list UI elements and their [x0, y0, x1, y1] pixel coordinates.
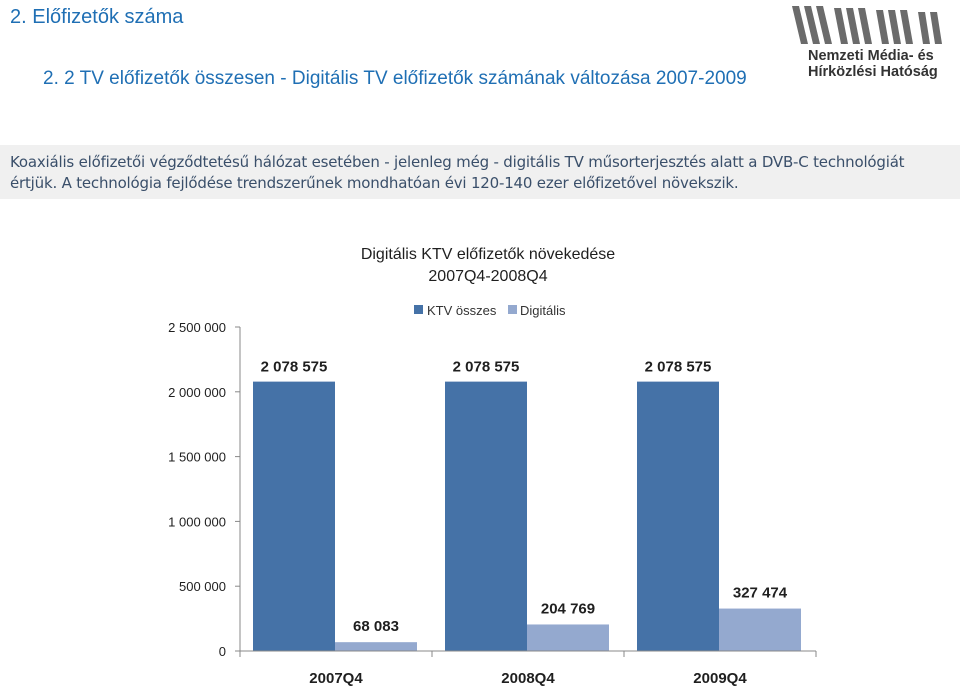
description-box: Koaxiális előfizetői végződtetésű hálóza… [0, 145, 960, 199]
chart-legend: KTV összes Digitális [414, 303, 566, 318]
description-text: Koaxiális előfizetői végződtetésű hálóza… [10, 153, 905, 192]
data-label-digital: 68 083 [353, 618, 399, 635]
y-tick-label: 1 500 000 [168, 450, 226, 465]
legend-swatch-ktv [414, 305, 423, 314]
y-tick-label: 2 500 000 [168, 320, 226, 335]
chart-title-line2: 2007Q4-2008Q4 [428, 268, 547, 285]
logo-mark-icon [792, 6, 942, 44]
page-subtitle: 2. 2 TV előfizetők összesen - Digitális … [43, 68, 747, 89]
x-tick-label: 2008Q4 [501, 670, 555, 687]
section-title: 2. Előfizetők száma [10, 6, 184, 28]
bar-digital [719, 608, 801, 651]
y-tick-label: 2 000 000 [168, 385, 226, 400]
bar-digital [335, 642, 417, 651]
data-label-ktv: 2 078 575 [453, 359, 520, 376]
logo-text-line1: Nemzeti Média- és [808, 48, 934, 64]
y-tick-label: 1 000 000 [168, 514, 226, 529]
data-label-digital: 327 474 [733, 585, 788, 602]
legend-swatch-digital [508, 305, 517, 314]
bar-ktv [637, 381, 719, 651]
chart-title-line1: Digitális KTV előfizetők növekedése [361, 246, 615, 263]
x-tick-label: 2007Q4 [309, 670, 363, 687]
y-tick-label: 0 [219, 644, 226, 659]
data-label-digital: 204 769 [541, 600, 595, 617]
bar-digital [527, 624, 609, 651]
legend-label-ktv: KTV összes [427, 303, 497, 318]
legend-label-digital: Digitális [520, 303, 566, 318]
bar-chart: Digitális KTV előfizetők növekedése 2007… [168, 246, 817, 687]
bar-ktv [253, 381, 335, 651]
nmhh-logo: Nemzeti Média- és Hírközlési Hatóság [786, 2, 956, 86]
x-tick-label: 2009Q4 [693, 670, 747, 687]
y-tick-label: 500 000 [179, 579, 226, 594]
data-label-ktv: 2 078 575 [261, 359, 328, 376]
data-label-ktv: 2 078 575 [645, 359, 712, 376]
plot-area: 0 500 000 1 000 000 1 500 000 2 000 000 2 500… [168, 320, 817, 687]
logo-text-line2: Hírközlési Hatóság [808, 64, 938, 80]
bar-ktv [445, 381, 527, 651]
